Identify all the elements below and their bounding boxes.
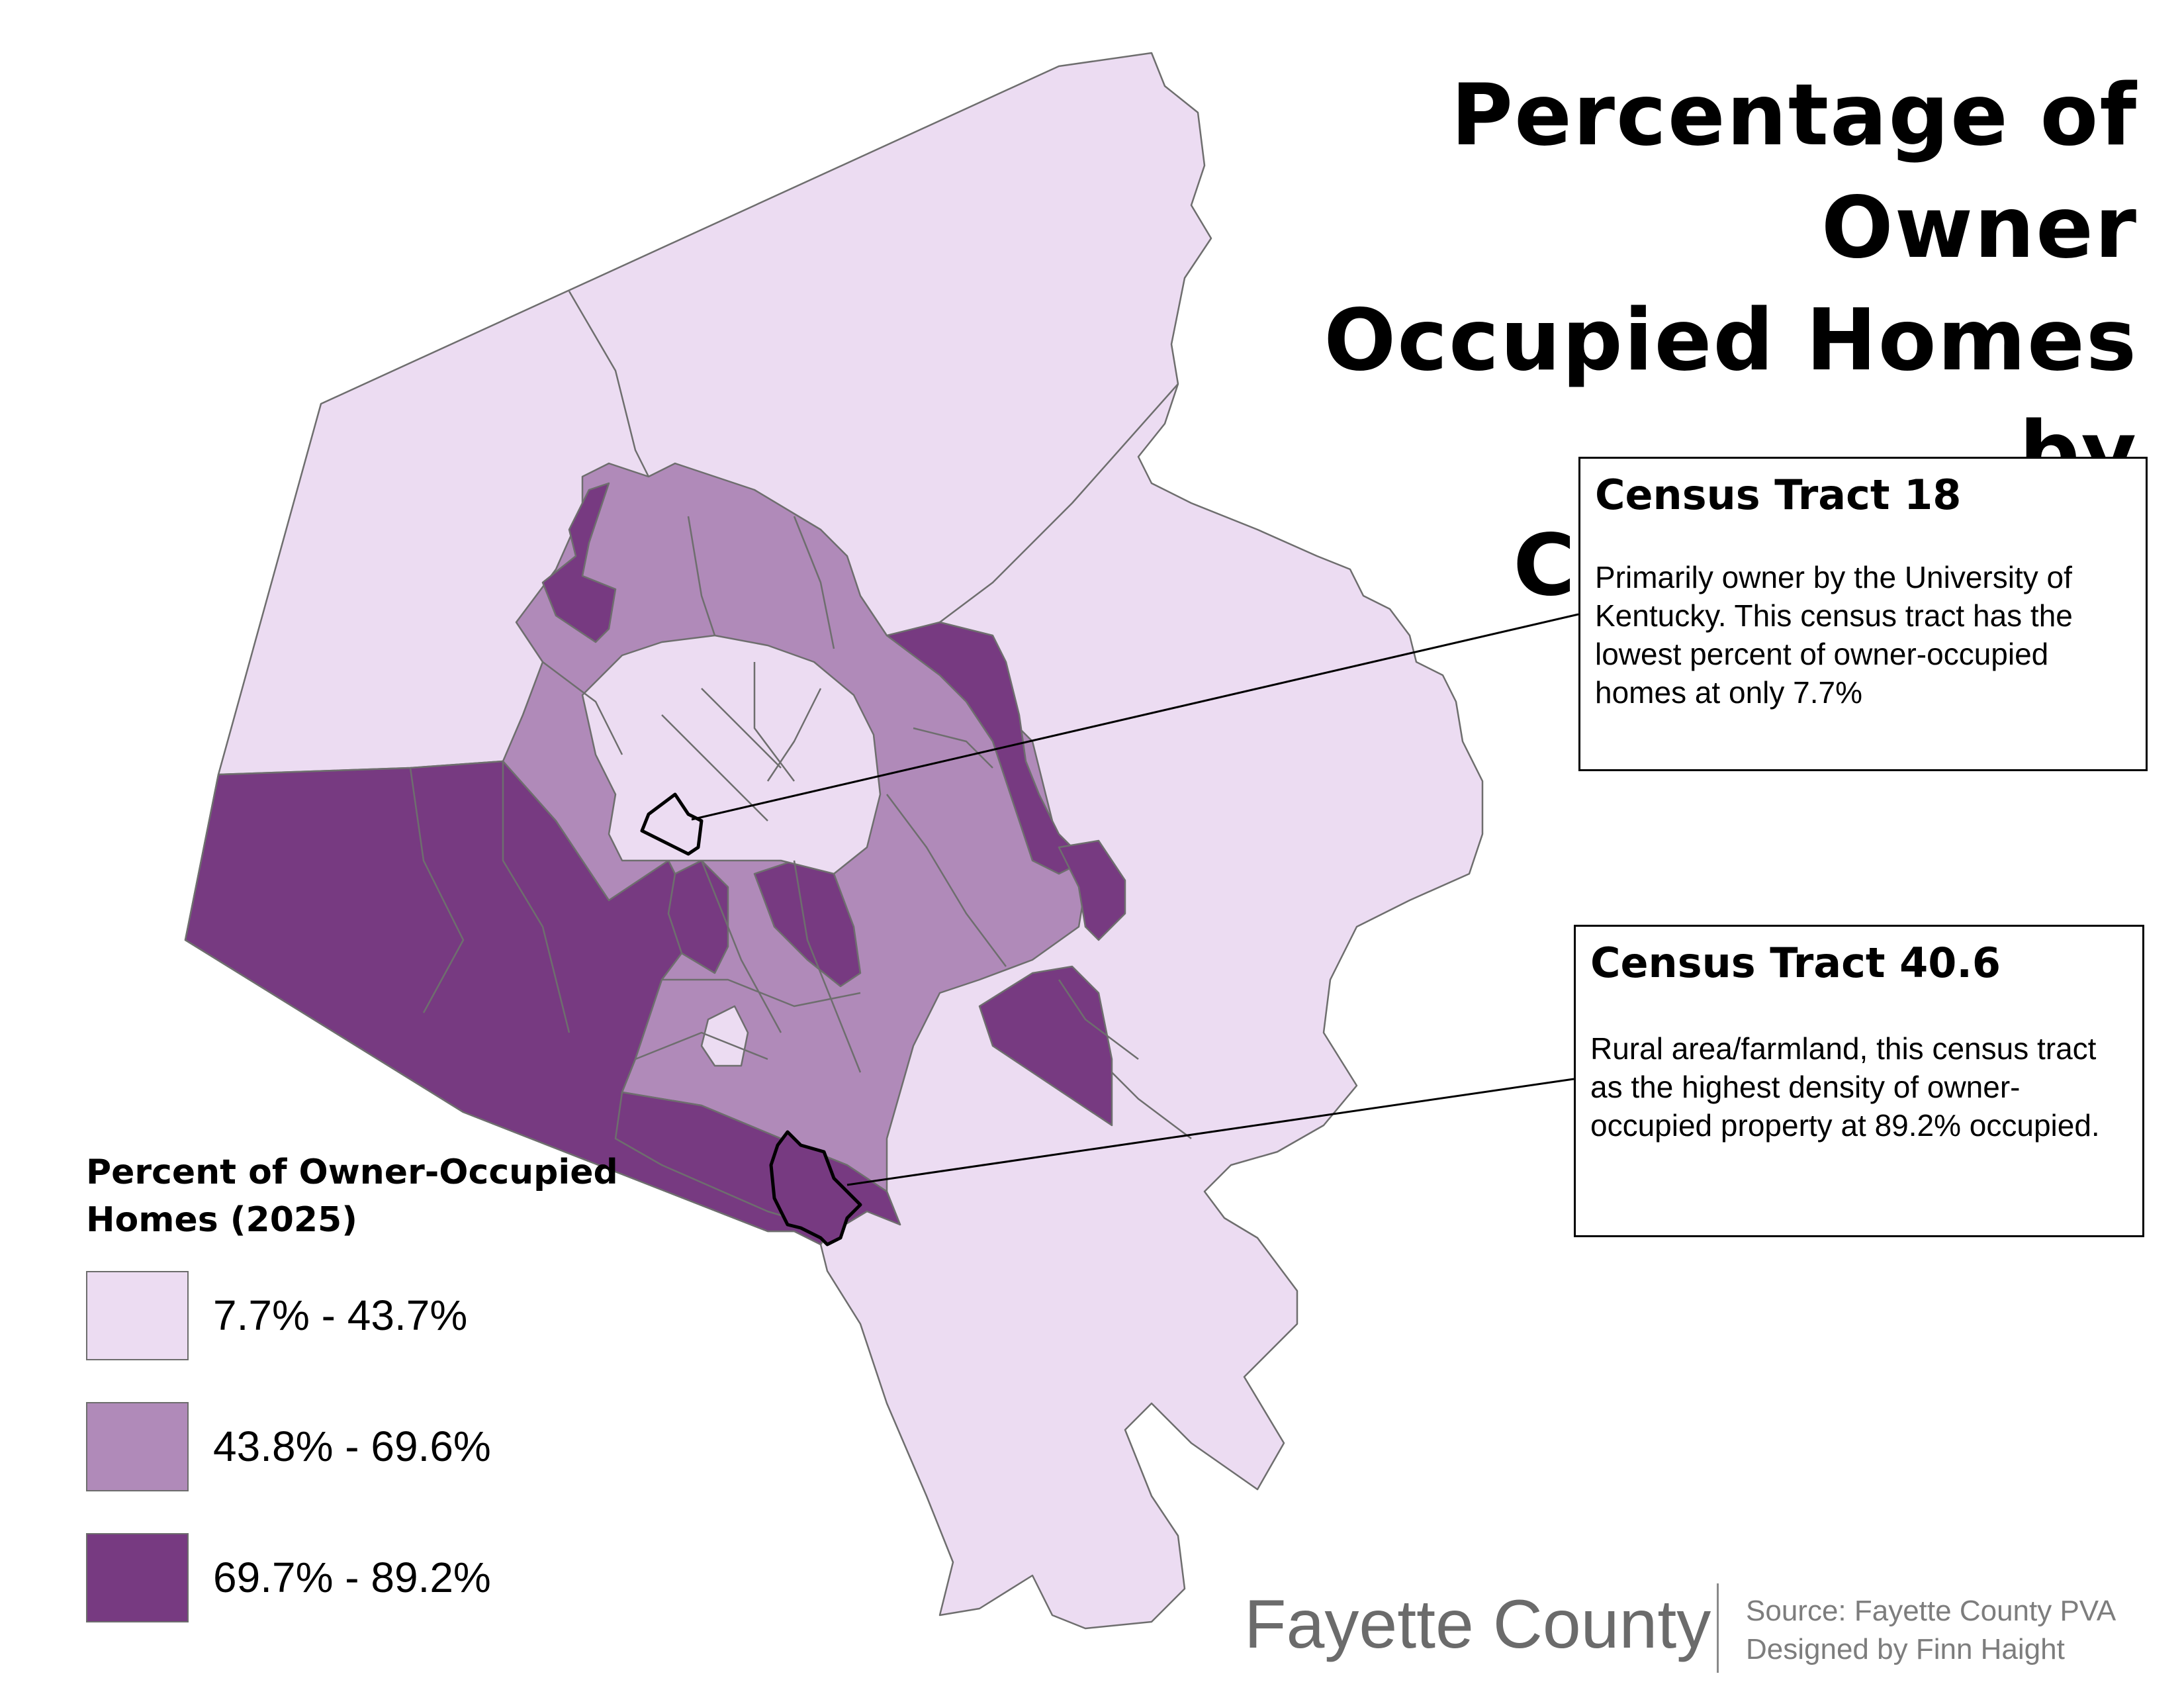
legend-label-medium: 43.8% - 69.6% (213, 1423, 491, 1470)
callout-tract-18-body: Primarily owner by the University of Ken… (1595, 560, 2073, 710)
legend-item-low: 7.7% - 43.7% (86, 1271, 682, 1364)
legend-label-high: 69.7% - 89.2% (213, 1554, 491, 1601)
tract-urban-core (581, 634, 882, 875)
leader-line-tract-18 (691, 613, 1579, 821)
tract-18 (640, 792, 704, 856)
legend-swatch-high (86, 1533, 189, 1622)
legend-item-medium: 43.8% - 69.6% (86, 1402, 682, 1495)
tract-northwest (541, 482, 617, 643)
tract-south-pocket (700, 1005, 749, 1067)
tract-boundaries (218, 291, 1192, 1139)
source-credit: Source: Fayette County PVA (1746, 1595, 2116, 1627)
callout-tract-18: Census Tract 18 Primarily owner by the U… (1578, 457, 2148, 771)
map-title-line-1: Percentage of Owner (1451, 66, 2138, 277)
legend-item-high: 69.7% - 89.2% (86, 1533, 682, 1626)
legend-swatch-medium (86, 1402, 189, 1491)
credits: Source: Fayette County PVA Designed by F… (1746, 1592, 2116, 1669)
legend-label-low: 7.7% - 43.7% (213, 1291, 468, 1339)
leader-line-tract-40-6 (846, 1078, 1574, 1186)
tract-40-6[interactable] (769, 1130, 862, 1246)
tract-east (1058, 839, 1126, 941)
callout-tract-18-title: Census Tract 18 (1595, 471, 1962, 519)
callout-tract-40-6-body: Rural area/farmland, this census tract a… (1590, 1031, 2100, 1143)
callout-tract-40-6: Census Tract 40.6 Rural area/farmland, t… (1574, 925, 2144, 1237)
legend-swatch-low (86, 1271, 189, 1360)
county-name: Fayette County (1244, 1586, 1711, 1663)
callout-tract-40-6-title: Census Tract 40.6 (1590, 939, 2001, 987)
legend-title: Percent of Owner-Occupied Homes (2025) (86, 1152, 618, 1240)
tract-southeast (978, 965, 1113, 1127)
designer-credit: Designed by Finn Haight (1746, 1633, 2065, 1665)
footer-divider (1717, 1583, 1719, 1673)
